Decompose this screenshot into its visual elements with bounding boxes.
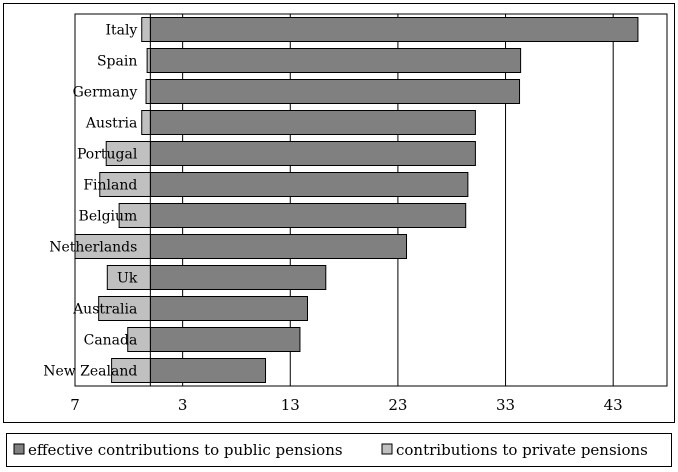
bars xyxy=(74,17,639,383)
bar-private-netherlands xyxy=(74,234,151,259)
bar-public-austria xyxy=(149,110,476,135)
legend-label: effective contributions to public pensio… xyxy=(28,441,343,459)
bar-public-canada xyxy=(149,327,301,352)
legend-swatch xyxy=(13,443,25,455)
bar-private-spain xyxy=(146,48,151,73)
bar-public-netherlands xyxy=(149,234,408,259)
x-tick-label: 3 xyxy=(178,396,188,414)
bar-private-portugal xyxy=(105,141,151,166)
plot-area-border xyxy=(74,13,668,387)
bar-public-italy xyxy=(149,17,639,42)
legend: effective contributions to public pensio… xyxy=(13,441,648,459)
bar-public-australia xyxy=(149,296,308,321)
bar-public-uk xyxy=(149,265,327,290)
bar-private-germany xyxy=(145,79,151,104)
x-axis-tick-labels: 7 3 13 23 33 43 xyxy=(70,396,623,414)
x-tick-label: 7 xyxy=(70,396,80,414)
bar-public-spain xyxy=(149,48,522,73)
bar-private-belgium xyxy=(118,203,151,228)
bar-private-austria xyxy=(141,110,151,135)
bar-public-belgium xyxy=(149,203,467,228)
category-label: Netherlands xyxy=(49,240,137,256)
category-label: Austria xyxy=(85,116,137,132)
legend-label: contributions to private pensions xyxy=(396,441,648,459)
category-label: Portugal xyxy=(77,147,138,163)
x-tick-label: 33 xyxy=(496,396,515,414)
x-tick-label: 43 xyxy=(604,396,623,414)
bar-private-australia xyxy=(98,296,151,321)
category-label: Germany xyxy=(73,85,138,101)
category-label: Italy xyxy=(105,23,137,39)
bar-public-germany xyxy=(149,79,521,104)
category-label: Belgium xyxy=(79,209,138,225)
bar-public-finland xyxy=(149,172,469,197)
bar-private-italy xyxy=(141,17,151,42)
category-labels: Italy Spain Germany Austria Portugal Finland B… xyxy=(43,23,138,380)
gridlines xyxy=(74,13,668,387)
bar-private-new-zealand xyxy=(111,358,151,383)
category-label: Spain xyxy=(97,54,137,70)
category-label: New Zealand xyxy=(43,364,137,380)
bar-private-finland xyxy=(99,172,151,197)
legend-swatch xyxy=(381,443,393,455)
bar-private-canada xyxy=(127,327,151,352)
x-tick-label: 23 xyxy=(388,396,407,414)
bar-private-uk xyxy=(106,265,151,290)
category-label: Uk xyxy=(117,271,138,287)
x-tick-label: 13 xyxy=(281,396,300,414)
bar-public-portugal xyxy=(149,141,476,166)
bar-public-new-zealand xyxy=(149,358,267,383)
legend-box xyxy=(6,433,672,467)
category-label: Australia xyxy=(72,302,137,318)
category-label: Finland xyxy=(83,178,137,194)
category-label: Canada xyxy=(84,333,138,349)
